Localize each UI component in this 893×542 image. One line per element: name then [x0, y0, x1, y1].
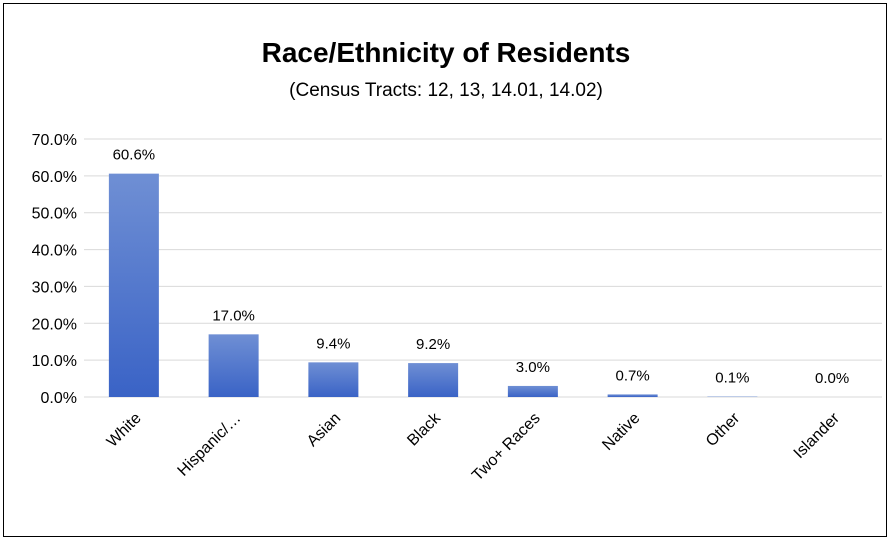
y-tick-label: 30.0% [32, 279, 77, 296]
chart-subtitle: (Census Tracts: 12, 13, 14.01, 14.02) [289, 80, 603, 101]
x-category-label: Asian [304, 410, 344, 450]
data-labels: 60.6% 17.0% 9.4% 9.2% 3.0% 0.7% 0.1% 0.0% [113, 147, 850, 387]
gridlines [84, 138, 882, 398]
data-label: 3.0% [516, 359, 550, 376]
x-category-label: Native [599, 410, 643, 454]
y-tick-label: 40.0% [32, 243, 77, 260]
bar [208, 334, 259, 397]
x-category-label: Other [703, 409, 744, 450]
data-label: 17.0% [212, 307, 255, 324]
bar [408, 363, 459, 397]
bar [308, 362, 359, 397]
data-label: 60.6% [113, 147, 156, 164]
x-axis-categories: White Hispanic/… Asian Black Two+ Races Nativ… [104, 409, 844, 484]
chart-frame: Race/Ethnicity of Residents (Census Trac… [3, 3, 887, 537]
x-category-label: White [104, 410, 145, 451]
x-category-label: Islander [791, 409, 844, 462]
y-tick-label: 50.0% [32, 206, 77, 223]
data-label: 0.0% [815, 370, 849, 387]
bar [108, 173, 159, 397]
x-category-label: Hispanic/… [175, 410, 245, 480]
x-category-label: Black [404, 409, 444, 449]
data-label: 0.1% [715, 370, 749, 387]
chart-title: Race/Ethnicity of Residents [262, 37, 631, 68]
data-label: 9.2% [416, 336, 450, 353]
x-category-label: Two+ Races [469, 410, 544, 485]
y-tick-label: 0.0% [41, 390, 77, 407]
bars [108, 173, 758, 397]
y-tick-label: 70.0% [32, 132, 77, 149]
y-axis-ticks: 0.0% 10.0% 20.0% 30.0% 40.0% 50.0% 60.0% 70.0% [32, 132, 77, 407]
y-tick-label: 20.0% [32, 316, 77, 333]
y-tick-label: 10.0% [32, 353, 77, 370]
bar-chart: Race/Ethnicity of Residents (Census Trac… [32, 37, 882, 484]
y-tick-label: 60.0% [32, 169, 77, 186]
bar [507, 385, 558, 397]
data-label: 0.7% [616, 367, 650, 384]
data-label: 9.4% [316, 335, 350, 352]
bar [607, 394, 658, 397]
